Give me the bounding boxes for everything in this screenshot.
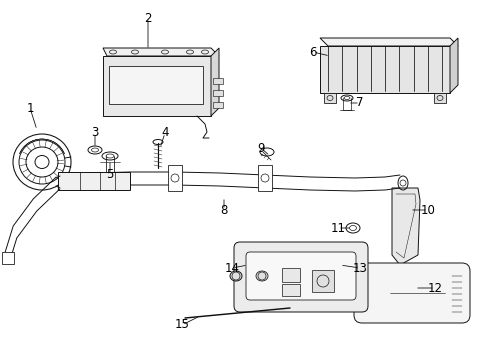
Text: 12: 12 <box>427 282 442 294</box>
Polygon shape <box>320 46 450 93</box>
Text: 1: 1 <box>26 102 34 114</box>
Text: 11: 11 <box>330 221 345 234</box>
Text: 14: 14 <box>224 261 240 274</box>
Bar <box>282 268 300 282</box>
FancyBboxPatch shape <box>246 252 356 300</box>
Bar <box>213 102 223 108</box>
Bar <box>2 252 14 264</box>
Bar <box>324 93 336 103</box>
Bar <box>282 284 300 296</box>
Ellipse shape <box>230 271 242 281</box>
Polygon shape <box>103 56 211 116</box>
Text: 13: 13 <box>353 261 368 274</box>
Text: 7: 7 <box>356 96 364 109</box>
Text: 15: 15 <box>174 319 190 332</box>
FancyBboxPatch shape <box>354 263 470 323</box>
Text: 3: 3 <box>91 126 98 139</box>
Bar <box>168 165 182 191</box>
Polygon shape <box>103 48 219 56</box>
Text: 9: 9 <box>257 141 265 154</box>
Bar <box>213 78 223 84</box>
Ellipse shape <box>256 271 268 281</box>
Ellipse shape <box>349 225 357 230</box>
Bar <box>109 66 203 104</box>
Text: 6: 6 <box>309 45 317 58</box>
Text: 5: 5 <box>106 168 114 181</box>
Bar <box>258 165 272 191</box>
Bar <box>58 172 130 190</box>
Polygon shape <box>211 48 219 116</box>
Text: 8: 8 <box>220 203 228 216</box>
Bar <box>312 270 334 292</box>
Text: 2: 2 <box>144 12 152 24</box>
Bar <box>213 90 223 96</box>
Ellipse shape <box>106 154 114 158</box>
Polygon shape <box>392 188 420 265</box>
Polygon shape <box>320 38 458 46</box>
Bar <box>434 93 446 103</box>
FancyBboxPatch shape <box>234 242 368 312</box>
Text: 10: 10 <box>420 203 436 216</box>
Text: 4: 4 <box>161 126 169 139</box>
Polygon shape <box>450 38 458 93</box>
